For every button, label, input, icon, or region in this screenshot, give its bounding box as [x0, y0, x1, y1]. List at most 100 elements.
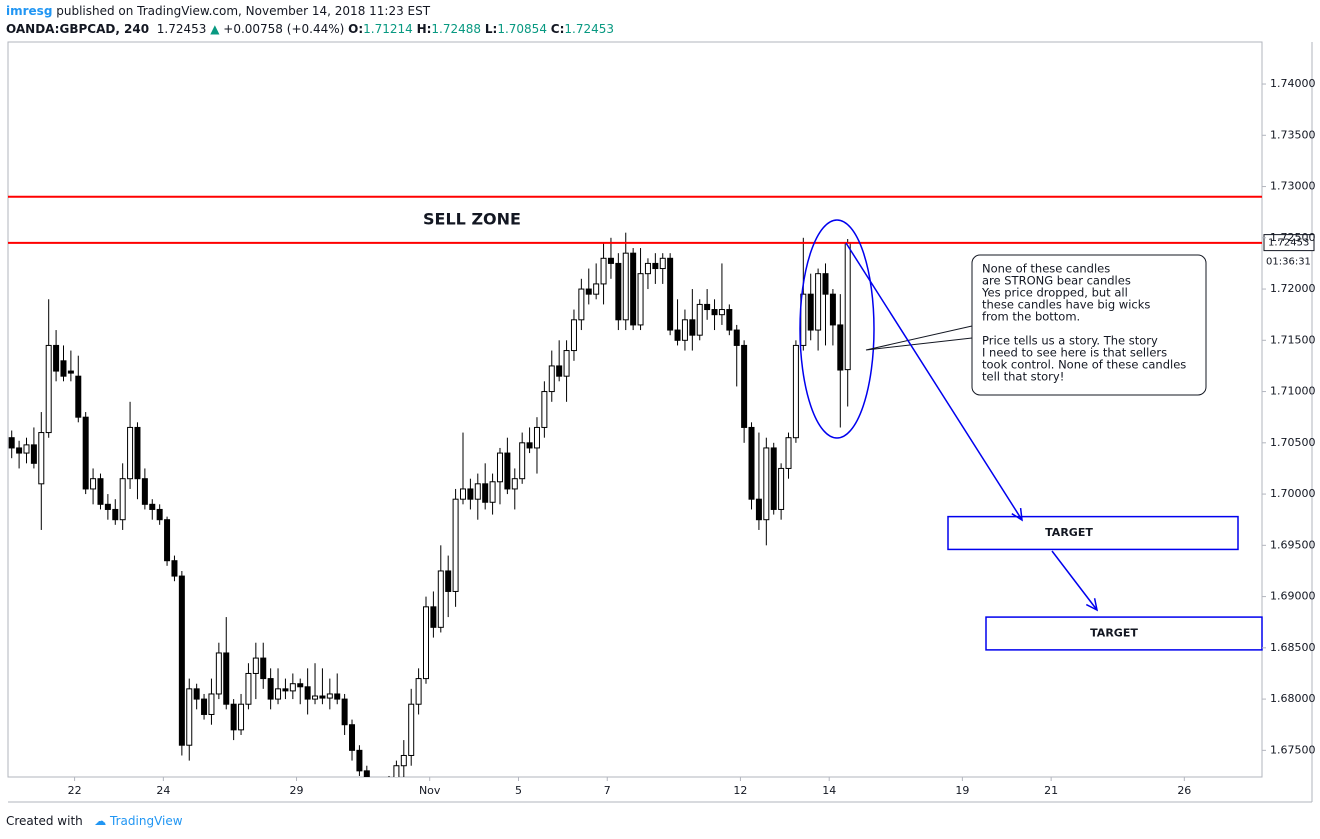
callout-line: Yes price dropped, but all	[981, 286, 1128, 300]
candle-body	[319, 695, 326, 699]
candle-body	[607, 257, 614, 264]
candle-body	[400, 754, 407, 767]
symbol: OANDA:GBPCAD, 240	[6, 22, 150, 36]
candle-body	[393, 765, 400, 777]
ohlc: O:1.71214 H:1.72488 L:1.70854 C:1.72453	[348, 22, 618, 36]
x-tick-label: 5	[515, 784, 522, 797]
y-tick-label: 1.70500	[1270, 436, 1316, 449]
candle-body	[372, 796, 377, 801]
candle-body	[459, 488, 466, 500]
callout-line: these candles have big wicks	[982, 298, 1150, 312]
y-tick-label: 1.68500	[1270, 641, 1316, 654]
candle-body	[681, 319, 688, 341]
candle-body	[67, 370, 74, 374]
x-tick-label: 26	[1177, 784, 1191, 797]
candle-body	[326, 693, 333, 699]
candle-body	[822, 273, 829, 295]
candle-body	[778, 467, 785, 510]
candle-body	[408, 703, 415, 756]
candle-body	[637, 273, 644, 326]
candle-body	[178, 575, 185, 746]
candle-body	[297, 683, 304, 688]
candle-body	[504, 452, 511, 490]
candle-body	[208, 693, 215, 715]
price-label: 1.72453	[1268, 238, 1309, 249]
target-box	[985, 616, 1263, 651]
candle-body	[519, 442, 526, 480]
created: Created with	[6, 814, 83, 828]
candle-body	[134, 426, 141, 480]
candle-body	[541, 391, 548, 428]
candle-body	[415, 678, 422, 705]
candle-body	[356, 749, 363, 772]
candle-body	[630, 252, 637, 326]
candle-body	[260, 657, 267, 680]
candle-body	[837, 324, 844, 371]
candle-body	[186, 688, 193, 746]
candle-body	[387, 781, 392, 793]
candle-body	[267, 678, 274, 700]
candle-body	[600, 257, 607, 285]
candle-body	[16, 447, 23, 454]
x-tick-label: 21	[1044, 784, 1058, 797]
candle-body	[482, 483, 489, 503]
target-box	[947, 515, 1239, 551]
candle-body	[119, 478, 126, 521]
brand: TradingView	[110, 814, 183, 828]
candle-body	[696, 303, 703, 336]
candle-body	[341, 698, 348, 726]
candle-body	[45, 344, 52, 434]
candle-body	[164, 519, 171, 562]
candle-body	[8, 437, 15, 449]
price: 1.72453	[156, 22, 207, 36]
ohlc-label: H:	[416, 22, 432, 36]
target-label: TARGET	[1090, 626, 1138, 639]
candle-body	[496, 452, 503, 483]
candle-body	[430, 606, 437, 628]
y-tick-label: 1.72000	[1270, 282, 1316, 295]
ohlc-value: 1.72453	[564, 22, 615, 36]
candle-body	[127, 426, 134, 480]
candle-body	[785, 437, 792, 469]
x-tick-label: 22	[68, 784, 82, 797]
callout-line: None of these candles	[982, 262, 1110, 276]
candle-body	[556, 365, 563, 377]
callout-line: tell that story!	[982, 370, 1064, 384]
footer: Created with ☁ TradingView	[6, 814, 183, 828]
candle-body	[585, 288, 592, 295]
x-tick-label: 19	[955, 784, 969, 797]
candle-body	[652, 262, 659, 270]
candle-body	[726, 309, 733, 331]
ohlc-value: 1.72488	[431, 22, 482, 36]
y-tick-label: 1.68000	[1270, 692, 1316, 705]
candle-body	[704, 303, 711, 311]
candle-body	[363, 770, 370, 777]
y-tick-label: 1.67500	[1270, 743, 1316, 756]
candle-body	[304, 686, 311, 700]
candle-body	[223, 652, 230, 705]
y-tick-label: 1.72500	[1270, 231, 1316, 244]
change: +0.00758 (+0.44%)	[223, 22, 345, 36]
candle-body	[156, 508, 163, 521]
candle-body	[452, 498, 459, 592]
candle-body	[30, 444, 37, 464]
callout-tail	[865, 325, 973, 351]
candle-body	[97, 478, 104, 505]
candle-body	[437, 570, 444, 628]
candle-body	[423, 606, 429, 680]
candle-body	[349, 724, 356, 751]
x-tick-label: Nov	[419, 784, 441, 797]
callout-line: from the bottom.	[982, 310, 1080, 324]
header-line: imresg published on TradingView.com, Nov…	[6, 4, 430, 18]
candle-body	[770, 447, 777, 510]
candle-body	[659, 257, 666, 270]
candle-body	[23, 444, 30, 454]
candle-body	[570, 319, 577, 352]
y-tick-label: 1.70000	[1270, 487, 1316, 500]
zone-label: SELL ZONE	[423, 209, 521, 228]
candle-body	[674, 329, 681, 341]
callout-line: Price tells us a story. The story	[982, 334, 1158, 348]
candle-body	[489, 481, 496, 503]
candle-body	[53, 344, 60, 372]
